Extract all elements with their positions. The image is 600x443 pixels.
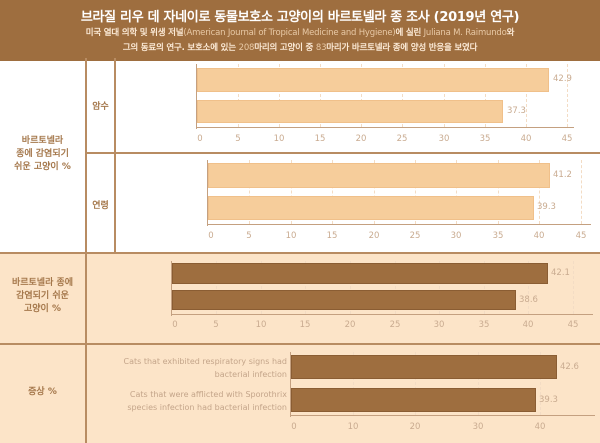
x-axis	[207, 224, 591, 225]
sublabel-age: 연령	[92, 201, 109, 211]
divider	[85, 343, 87, 443]
journal-ko: 미국 열대 의학 및 위생 저널	[85, 28, 184, 38]
bar-sporothrix	[291, 388, 536, 412]
and-text: 와	[506, 28, 515, 38]
value-young: 41.2	[553, 170, 572, 180]
journal-en: (American Journal of Tropical Medicine a…	[183, 28, 396, 38]
value-asymptomatic: 42.1	[551, 268, 570, 278]
group-label-susceptible: 바르토넬라 종에 감염되기 쉬운 고양이 %	[14, 136, 71, 172]
x-axis	[196, 127, 574, 128]
header-banner: 브라질 리우 데 자네이로 동물보호소 고양이의 바르토넬라 종 조사 (201…	[0, 0, 600, 58]
value-females: 37.3	[507, 106, 526, 116]
bar-respiratory	[291, 355, 557, 379]
bar-adult	[208, 196, 534, 220]
published-in: 에 실린	[395, 28, 422, 38]
subtitle-text-b: 마리의 고양이 중	[254, 43, 316, 53]
page-title: 브라질 리우 데 자네이로 동물보호소 고양이의 바르토넬라 종 조사 (201…	[80, 10, 520, 25]
subtitle-line-1: 미국 열대 의학 및 위생 저널(American Journal of Tro…	[0, 26, 600, 38]
group-label-susceptible-2: 바르토넬라 종에 감염되기 쉬운 고양이 %	[11, 278, 74, 314]
positive-cats: 83	[315, 43, 327, 53]
x-axis	[290, 415, 595, 416]
divider	[85, 252, 87, 344]
sublabel-sex: 암수	[92, 102, 109, 112]
divider	[86, 152, 600, 154]
author-name: Juliana M. Raimundo	[421, 28, 507, 38]
group-label-symptoms: 증상 %	[28, 387, 57, 397]
value-symptomatic: 38.6	[519, 295, 538, 305]
bar-males	[197, 68, 549, 92]
total-cats: 208	[238, 43, 255, 53]
divider	[114, 58, 116, 253]
value-respiratory: 42.6	[560, 362, 579, 372]
value-males: 42.9	[553, 74, 572, 84]
subtitle-line-2: 그의 동료의 연구. 보호소에 있는 208마리의 고양이 중 83마리가 바르…	[0, 41, 600, 53]
bar-symptomatic	[172, 290, 516, 310]
subtitle-text-a: 그의 동료의 연구. 보호소에 있는	[122, 43, 239, 53]
category-respiratory: Cats that exhibited respiratory signs ha…	[123, 357, 287, 379]
bar-females	[197, 100, 503, 123]
category-sporothrix: Cats that were afflicted with Sporothrix…	[127, 390, 287, 412]
value-adult: 39.3	[537, 202, 556, 212]
value-sporothrix: 39.3	[539, 395, 558, 405]
x-axis	[171, 314, 593, 315]
bar-young	[208, 163, 550, 188]
bar-asymptomatic	[172, 263, 548, 284]
divider	[85, 58, 87, 253]
subtitle-text-c: 마리가 바르토넬라 종에 양성 반응을 보였다	[326, 43, 478, 53]
